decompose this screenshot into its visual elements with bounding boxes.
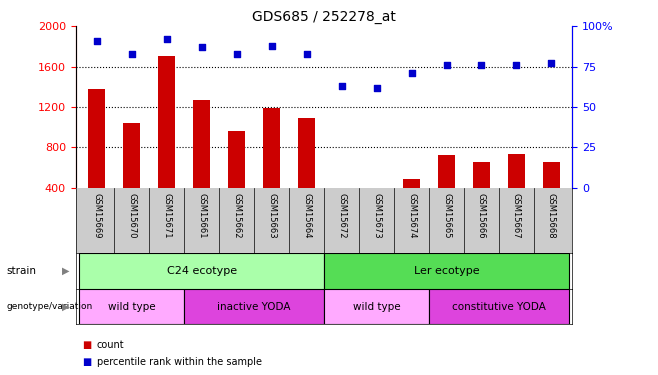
Point xyxy=(371,84,382,90)
Bar xyxy=(263,108,280,188)
Text: GSM15663: GSM15663 xyxy=(267,193,276,238)
Point xyxy=(161,36,172,42)
Text: ■: ■ xyxy=(82,340,91,350)
Text: GSM15671: GSM15671 xyxy=(162,193,171,238)
Text: ■: ■ xyxy=(82,357,91,367)
Text: strain: strain xyxy=(7,266,37,276)
Text: ▶: ▶ xyxy=(62,302,69,312)
Text: GSM15666: GSM15666 xyxy=(477,193,486,238)
Point xyxy=(126,51,137,57)
Text: percentile rank within the sample: percentile rank within the sample xyxy=(97,357,262,367)
Bar xyxy=(324,253,569,289)
Bar xyxy=(79,289,184,324)
Text: GSM15661: GSM15661 xyxy=(197,193,206,238)
Text: GSM15674: GSM15674 xyxy=(407,193,416,238)
Title: GDS685 / 252278_at: GDS685 / 252278_at xyxy=(252,10,396,24)
Text: constitutive YODA: constitutive YODA xyxy=(452,302,546,312)
Bar xyxy=(88,89,105,188)
Bar xyxy=(123,123,140,188)
Bar xyxy=(543,162,560,188)
Point xyxy=(546,60,557,66)
Text: GSM15662: GSM15662 xyxy=(232,193,241,238)
Point xyxy=(301,51,312,57)
Text: inactive YODA: inactive YODA xyxy=(217,302,291,312)
Text: GSM15672: GSM15672 xyxy=(337,193,346,238)
Text: count: count xyxy=(97,340,124,350)
Bar xyxy=(193,100,211,188)
Text: Ler ecotype: Ler ecotype xyxy=(414,266,479,276)
Point xyxy=(442,62,452,68)
Bar xyxy=(324,289,429,324)
Point xyxy=(406,70,417,76)
Bar xyxy=(508,154,525,188)
Bar xyxy=(79,253,324,289)
Point xyxy=(266,43,277,49)
Point xyxy=(476,62,487,68)
Point xyxy=(232,51,242,57)
Text: wild type: wild type xyxy=(353,302,400,312)
Bar xyxy=(438,155,455,188)
Point xyxy=(91,38,102,44)
Text: GSM15668: GSM15668 xyxy=(547,193,556,238)
Text: GSM15665: GSM15665 xyxy=(442,193,451,238)
Point xyxy=(511,62,522,68)
Bar xyxy=(472,162,490,188)
Text: GSM15669: GSM15669 xyxy=(92,193,101,238)
Bar xyxy=(298,118,315,188)
Bar xyxy=(158,57,176,188)
Bar xyxy=(368,188,386,195)
Text: GSM15673: GSM15673 xyxy=(372,193,381,238)
Bar xyxy=(403,180,420,188)
Text: wild type: wild type xyxy=(108,302,155,312)
Text: GSM15667: GSM15667 xyxy=(512,193,521,238)
Bar xyxy=(429,289,569,324)
Bar xyxy=(184,289,324,324)
Bar xyxy=(228,131,245,188)
Point xyxy=(196,44,207,50)
Text: GSM15664: GSM15664 xyxy=(302,193,311,238)
Text: C24 ecotype: C24 ecotype xyxy=(166,266,237,276)
Bar xyxy=(333,188,350,195)
Text: genotype/variation: genotype/variation xyxy=(7,302,93,311)
Point xyxy=(336,83,347,89)
Text: ▶: ▶ xyxy=(62,266,69,276)
Text: GSM15670: GSM15670 xyxy=(127,193,136,238)
